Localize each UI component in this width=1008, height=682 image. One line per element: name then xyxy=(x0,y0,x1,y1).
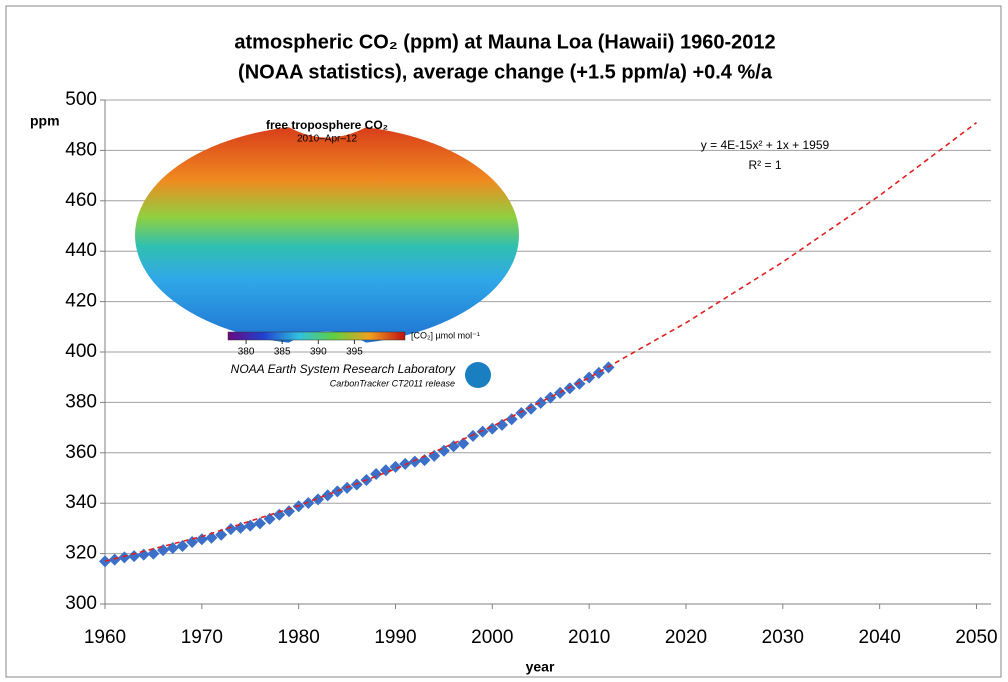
inset-release: CarbonTracker CT2011 release xyxy=(330,378,455,388)
inset-title: free troposphere CO₂ xyxy=(266,118,388,132)
colorbar-tick-label: 390 xyxy=(310,347,327,358)
y-tick-label: 480 xyxy=(65,139,97,160)
colorbar-label: [CO₂] µmol mol⁻¹ xyxy=(411,330,480,340)
x-tick-label: 2050 xyxy=(955,627,997,648)
y-tick-label: 380 xyxy=(65,391,97,412)
x-tick-label: 1990 xyxy=(374,627,416,648)
y-tick-label: 460 xyxy=(65,190,97,211)
chart-border xyxy=(6,6,1001,677)
y-axis-label: ppm xyxy=(30,113,60,129)
y-tick-label: 360 xyxy=(65,442,97,463)
x-tick-label: 1970 xyxy=(181,627,223,648)
y-tick-label: 400 xyxy=(65,341,97,362)
map xyxy=(135,125,519,345)
x-tick-label: 2000 xyxy=(471,627,513,648)
x-tick-label: 2020 xyxy=(665,627,707,648)
colorbar-tick-label: 380 xyxy=(238,347,255,358)
chart-title: (NOAA statistics), average change (+1.5 … xyxy=(238,61,773,83)
y-tick-label: 320 xyxy=(65,543,97,564)
colorbar xyxy=(228,332,405,340)
equation: y = 4E-15x² + 1x + 1959 xyxy=(701,138,830,152)
x-tick-label: 2010 xyxy=(568,627,610,648)
inset-credit: NOAA Earth System Research Laboratory xyxy=(231,362,456,376)
y-tick-label: 500 xyxy=(65,89,97,110)
inset-date: 2010–Apr–12 xyxy=(297,134,357,145)
y-tick-label: 440 xyxy=(65,240,97,261)
chart: free troposphere CO₂ 2010–Apr–12 [CO₂] µ… xyxy=(0,0,1008,682)
y-tick-label: 300 xyxy=(65,593,97,614)
y-tick-label: 420 xyxy=(65,291,97,312)
y-tick-label: 340 xyxy=(65,492,97,513)
colorbar-tick-label: 395 xyxy=(346,347,363,358)
r-squared: R² = 1 xyxy=(748,158,781,172)
colorbar-tick-label: 385 xyxy=(274,347,291,358)
x-tick-label: 2030 xyxy=(762,627,804,648)
x-tick-label: 1980 xyxy=(278,627,320,648)
noaa-logo xyxy=(465,362,491,388)
x-tick-label: 2040 xyxy=(859,627,901,648)
chart-title: atmospheric CO₂ (ppm) at Mauna Loa (Hawa… xyxy=(234,31,775,53)
x-tick-label: 1960 xyxy=(84,627,126,648)
x-axis-label: year xyxy=(526,659,555,675)
